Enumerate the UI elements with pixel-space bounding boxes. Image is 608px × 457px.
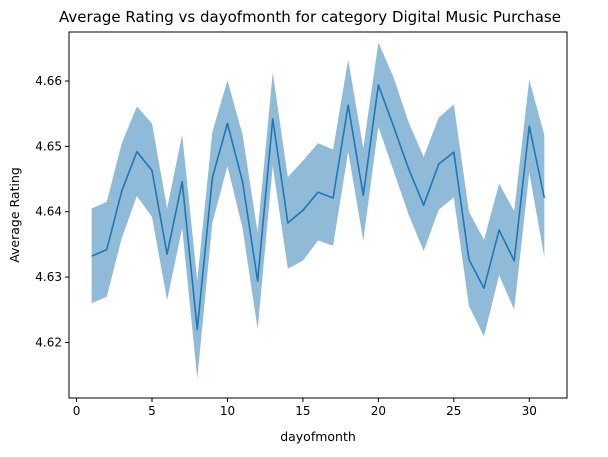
data-point: [226, 122, 228, 124]
y-tick-label: 4.63: [35, 270, 62, 284]
data-point: [498, 229, 500, 231]
data-point: [407, 167, 409, 169]
data-point: [196, 328, 198, 330]
data-point: [392, 125, 394, 127]
y-axis-label: Average Rating: [7, 167, 22, 263]
data-point: [241, 180, 243, 182]
data-point: [287, 222, 289, 224]
x-tick-label: 20: [371, 404, 386, 418]
data-point: [483, 287, 485, 289]
y-tick-label: 4.64: [35, 205, 62, 219]
data-point: [513, 260, 515, 262]
data-point: [377, 84, 379, 86]
data-point: [332, 197, 334, 199]
data-point: [211, 177, 213, 179]
y-tick-label: 4.65: [35, 139, 62, 153]
plot-frame: [68, 31, 568, 399]
data-point: [272, 118, 274, 120]
plot-area: 0 5 10 15 20 25 30 4.62 4.63 4.64 4.65 4.66: [35, 31, 568, 418]
data-point: [181, 180, 183, 182]
data-point: [362, 194, 364, 196]
data-point: [90, 255, 92, 257]
data-point: [347, 104, 349, 106]
x-tick-label: 0: [73, 404, 81, 418]
data-point: [151, 169, 153, 171]
x-tick-label: 25: [446, 404, 461, 418]
series-line: [91, 84, 546, 331]
chart-title: Average Rating vs dayofmonth for categor…: [59, 8, 561, 26]
data-point: [136, 150, 138, 152]
x-tick-label: 30: [522, 404, 537, 418]
data-point: [438, 163, 440, 165]
data-point: [528, 125, 530, 127]
data-point: [453, 151, 455, 153]
y-tick-label: 4.62: [35, 335, 62, 349]
data-point: [302, 209, 304, 211]
data-point: [121, 190, 123, 192]
data-point: [256, 280, 258, 282]
data-point: [422, 204, 424, 206]
confidence-band: [91, 42, 545, 379]
x-tick-label: 10: [220, 404, 235, 418]
x-axis-label: dayofmonth: [280, 429, 356, 444]
x-tick-label: 5: [148, 404, 156, 418]
data-point: [468, 258, 470, 260]
data-point: [166, 253, 168, 255]
data-point: [543, 197, 545, 199]
x-tick-label: 15: [295, 404, 310, 418]
data-point: [317, 191, 319, 193]
y-tick-label: 4.66: [35, 74, 62, 88]
data-point: [106, 248, 108, 250]
